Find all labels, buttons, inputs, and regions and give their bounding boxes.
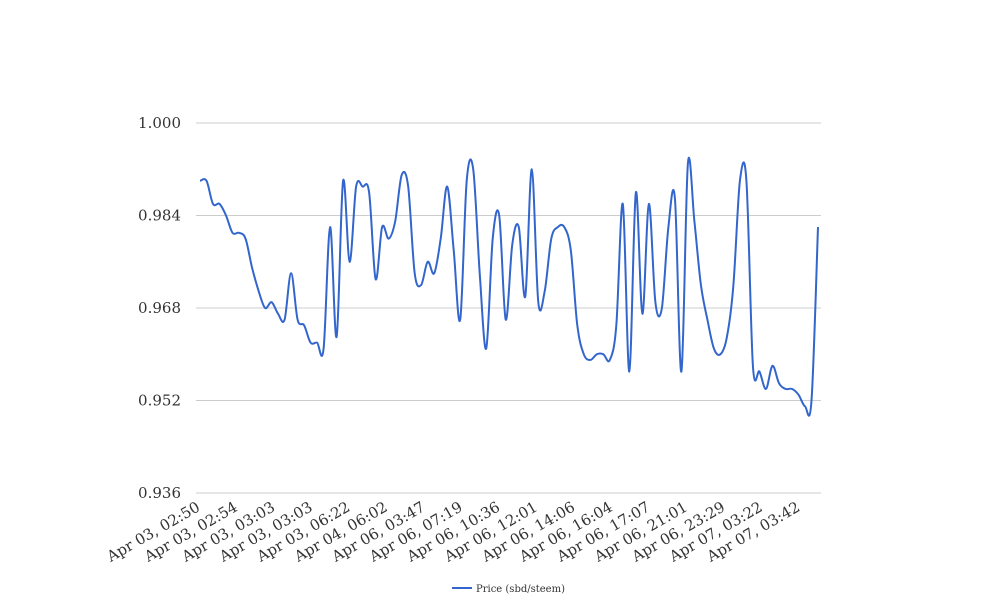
y-axis-tick-labels: 1.000 0.984 0.968 0.952 0.936 <box>138 114 181 502</box>
series-layer <box>199 156 819 417</box>
y-tick-label: 0.952 <box>138 392 181 410</box>
legend-label: Price (sbd/steem) <box>476 584 565 595</box>
y-tick-label: 0.984 <box>138 207 181 225</box>
series-line-price[interactable] <box>199 156 819 417</box>
y-tick-label: 1.000 <box>138 114 181 132</box>
y-tick-label: 0.936 <box>138 484 181 502</box>
legend[interactable]: Price (sbd/steem) <box>452 584 565 595</box>
y-tick-label: 0.968 <box>138 299 181 317</box>
